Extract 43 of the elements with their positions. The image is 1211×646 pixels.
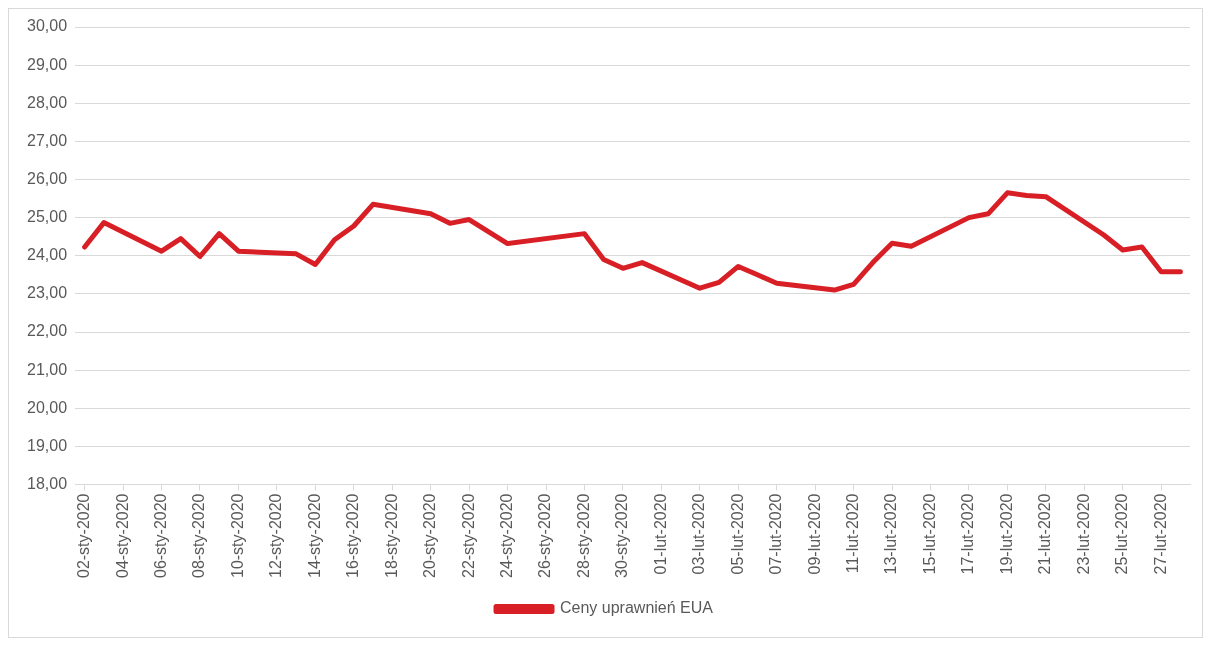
x-tick-label: 23-lut-2020: [1074, 493, 1092, 575]
x-tick-label: 04-sty-2020: [113, 493, 131, 579]
x-tick-label: 16-sty-2020: [344, 493, 362, 579]
x-tick-label: 14-sty-2020: [305, 493, 323, 579]
x-tick-label: 02-sty-2020: [75, 493, 93, 579]
x-tick-label: 12-sty-2020: [267, 493, 285, 579]
x-tick-label: 01-lut-2020: [651, 493, 669, 575]
y-tick-label: 28,00: [26, 93, 68, 111]
x-tick-label: 27-lut-2020: [1151, 493, 1169, 575]
y-tick-label: 26,00: [26, 169, 68, 187]
x-tick-label: 09-lut-2020: [805, 493, 823, 575]
x-tick-label: 10-sty-2020: [228, 493, 246, 579]
x-tick-label: 06-sty-2020: [151, 493, 169, 579]
x-tick-label: 28-sty-2020: [574, 493, 592, 579]
x-tick-label: 21-lut-2020: [1036, 493, 1054, 575]
x-tick-label: 13-lut-2020: [882, 493, 900, 575]
y-tick-label: 30,00: [26, 17, 68, 35]
y-tick-label: 29,00: [26, 55, 68, 73]
x-tick-label: 08-sty-2020: [190, 493, 208, 579]
x-tick-label: 20-sty-2020: [421, 493, 439, 579]
y-tick-label: 22,00: [26, 322, 68, 340]
x-tick-label: 17-lut-2020: [959, 493, 977, 575]
x-tick-label: 11-lut-2020: [844, 493, 861, 574]
y-tick-label: 21,00: [26, 360, 68, 378]
x-tick-label: 03-lut-2020: [690, 493, 708, 575]
y-tick-label: 25,00: [26, 208, 68, 226]
y-tick-label: 19,00: [26, 436, 68, 454]
x-tick-label: 18-sty-2020: [382, 493, 400, 579]
x-tick-label: 25-lut-2020: [1113, 493, 1131, 575]
x-tick-label: 07-lut-2020: [767, 493, 785, 575]
y-tick-label: 23,00: [26, 284, 68, 302]
y-tick-label: 24,00: [26, 246, 68, 264]
y-tick-label: 18,00: [26, 474, 68, 492]
y-tick-label: 27,00: [26, 131, 68, 149]
y-tick-label: 20,00: [26, 398, 68, 416]
x-tick-label: 30-sty-2020: [613, 493, 631, 579]
x-tick-label: 15-lut-2020: [920, 493, 938, 575]
x-tick-label: 05-lut-2020: [728, 493, 746, 575]
x-tick-label: 22-sty-2020: [459, 493, 477, 579]
x-tick-label: 24-sty-2020: [497, 493, 515, 579]
x-tick-label: 19-lut-2020: [997, 493, 1015, 575]
x-tick-label: 26-sty-2020: [536, 493, 554, 579]
legend-label: Ceny uprawnień EUA: [560, 599, 714, 617]
